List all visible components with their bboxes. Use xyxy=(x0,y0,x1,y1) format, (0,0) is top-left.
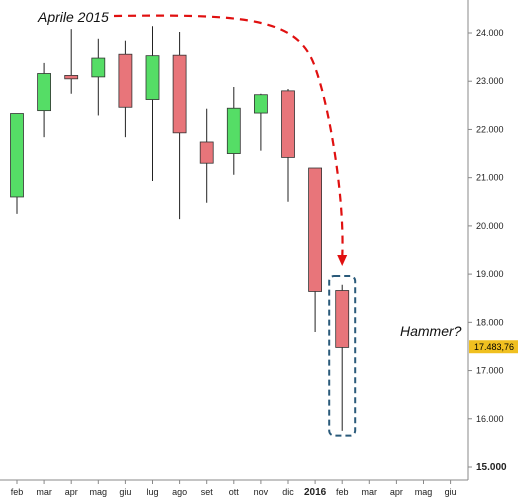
candle-body xyxy=(37,73,51,112)
x-tick-label: ott xyxy=(229,487,240,497)
candle xyxy=(91,38,106,116)
last-value-badge xyxy=(469,340,518,354)
annotation-hammer: Hammer? xyxy=(400,323,462,339)
candle xyxy=(172,32,187,220)
candle-body xyxy=(91,57,106,78)
candles-layer xyxy=(10,26,350,431)
x-tick-label: lug xyxy=(146,487,158,497)
annotation-layer: 17.483,76 Aprile 2015 Hammer? xyxy=(37,9,518,437)
arrow-head xyxy=(337,255,348,266)
candle xyxy=(335,284,350,431)
candle-body xyxy=(281,90,295,158)
x-tick-label: feb xyxy=(11,487,24,497)
x-tick-label: mag xyxy=(90,487,108,497)
candle-body xyxy=(10,113,24,198)
x-tick-label: giu xyxy=(119,487,131,497)
x-tick-label: apr xyxy=(65,487,78,497)
y-tick-label: 22.000 xyxy=(476,124,504,134)
candle xyxy=(145,26,160,182)
candle xyxy=(226,87,241,175)
candle-body xyxy=(226,107,241,154)
y-tick-label: 16.000 xyxy=(476,414,504,424)
last-value-label: 17.483,76 xyxy=(474,342,514,352)
x-tick-label: mar xyxy=(362,487,378,497)
y-tick-label: 19.000 xyxy=(476,269,504,279)
y-tick-label: 15.000 xyxy=(476,462,507,473)
x-tick-label: feb xyxy=(336,487,349,497)
y-tick-label: 23.000 xyxy=(476,76,504,86)
candle xyxy=(64,29,79,94)
x-tick-label: giu xyxy=(445,487,457,497)
candle xyxy=(10,113,24,214)
candle xyxy=(37,62,51,138)
y-tick-label: 20.000 xyxy=(476,221,504,231)
annotation-aprile-2015: Aprile 2015 xyxy=(37,9,109,25)
y-tick-label: 24.000 xyxy=(476,28,504,38)
candle xyxy=(308,167,323,332)
x-tick-label: dic xyxy=(282,487,294,497)
x-tick-label: 2016 xyxy=(304,487,327,498)
candle-body xyxy=(335,290,350,348)
x-tick-label: nov xyxy=(254,487,269,497)
candle-body xyxy=(308,167,323,292)
y-tick-label: 18.000 xyxy=(476,317,504,327)
y-tick-label: 21.000 xyxy=(476,173,504,183)
x-tick-label: set xyxy=(201,487,214,497)
candle-body xyxy=(172,54,187,134)
candle-body xyxy=(64,75,79,80)
candle-body xyxy=(199,141,214,164)
axis-layer: 24.000 23.000 22.000 21.000 20.000 19.000 18.0… xyxy=(0,0,507,498)
y-tick-label: 17.000 xyxy=(476,366,504,376)
candle-body xyxy=(253,94,268,114)
x-tick-label: ago xyxy=(172,487,187,497)
candle xyxy=(199,108,214,203)
x-tick-label: apr xyxy=(390,487,403,497)
candle xyxy=(253,93,268,151)
candle xyxy=(281,88,295,202)
x-tick-label: mag xyxy=(415,487,433,497)
candle-body xyxy=(118,53,133,108)
candle-body xyxy=(145,55,160,100)
candle xyxy=(118,40,133,138)
x-tick-label: mar xyxy=(36,487,52,497)
